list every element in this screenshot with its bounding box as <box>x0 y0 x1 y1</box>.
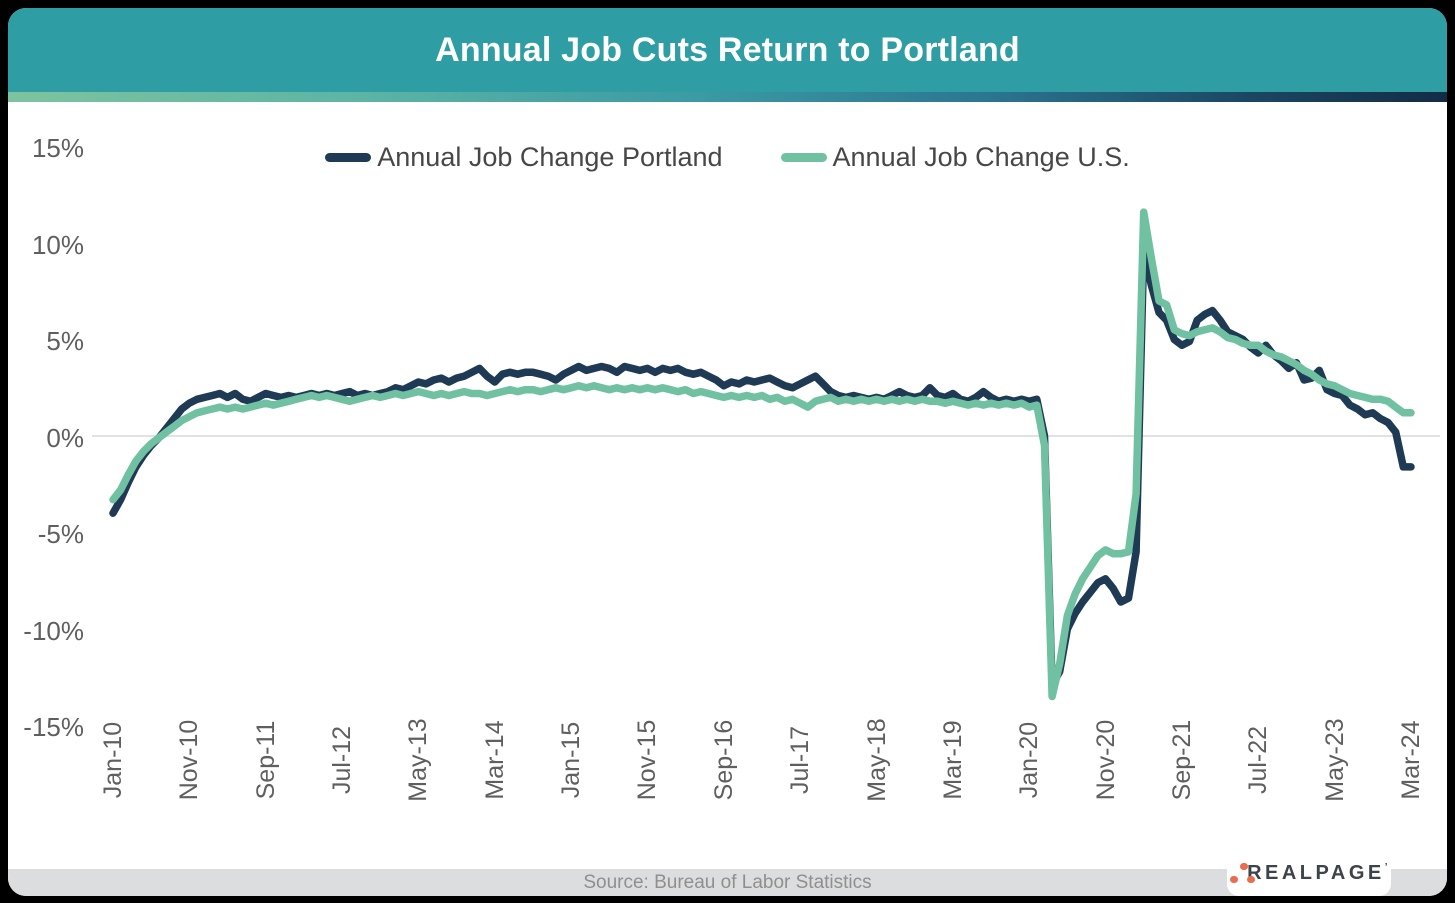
gradient-accent-strip <box>8 92 1447 102</box>
x-axis-tick: Nov-20 <box>1091 719 1120 801</box>
x-axis-tick: Nov-15 <box>633 719 662 801</box>
x-axis-tick: Sep-11 <box>251 720 280 800</box>
series-us-line <box>109 208 1415 701</box>
x-axis-tick: Mar-24 <box>1396 720 1425 800</box>
chart-legend: Annual Job Change Portland Annual Job Ch… <box>8 142 1447 173</box>
legend-item-portland: Annual Job Change Portland <box>325 142 723 173</box>
y-axis-tick: -10% <box>23 615 84 646</box>
title-bar: Annual Job Cuts Return to Portland <box>8 8 1447 92</box>
legend-swatch-us <box>780 153 827 162</box>
realpage-dots-icon <box>1227 860 1255 887</box>
x-axis-tick: Mar-19 <box>938 720 967 800</box>
x-axis-tick: Nov-10 <box>175 719 204 801</box>
source-bar: Source: Bureau of Labor Statistics <box>8 869 1447 896</box>
y-axis-tick: 5% <box>46 326 84 356</box>
x-axis-tick: Jan-20 <box>1015 721 1044 799</box>
x-axis-tick: Sep-21 <box>1167 719 1196 801</box>
x-axis-tick: Jan-10 <box>99 721 127 799</box>
x-axis-tick: Mar-14 <box>480 720 509 800</box>
chart-card: Annual Job Cuts Return to Portland Annua… <box>8 8 1447 896</box>
page-title: Annual Job Cuts Return to Portland <box>435 30 1020 69</box>
x-axis-tick: May-23 <box>1320 718 1349 802</box>
legend-label-portland: Annual Job Change Portland <box>377 142 723 172</box>
x-axis-tick: May-13 <box>404 718 433 802</box>
x-axis-tick: Sep-16 <box>709 719 738 801</box>
realpage-logo-text: REALPAGE’ <box>1247 861 1391 884</box>
y-axis-tick: 15% <box>31 133 84 163</box>
y-axis-tick: 0% <box>46 422 84 453</box>
x-axis-tick: Jan-15 <box>557 721 586 799</box>
legend-label-us: Annual Job Change U.S. <box>832 142 1130 172</box>
chart-area: Annual Job Change Portland Annual Job Ch… <box>8 102 1447 869</box>
legend-swatch-portland <box>325 153 372 162</box>
x-axis-tick: Jul-17 <box>786 725 815 795</box>
x-axis-tick: Jul-12 <box>328 725 357 795</box>
x-axis-tick: May-18 <box>862 718 891 802</box>
legend-item-us: Annual Job Change U.S. <box>780 142 1130 173</box>
y-axis-tick: -15% <box>23 712 84 742</box>
line-chart-plot <box>92 208 1440 701</box>
y-axis-tick: 10% <box>31 229 84 260</box>
x-axis-tick: Jul-22 <box>1244 725 1273 795</box>
y-axis-tick: -5% <box>37 519 84 549</box>
series-portland-line <box>109 246 1415 689</box>
source-text: Source: Bureau of Labor Statistics <box>583 871 872 893</box>
realpage-logo: REALPAGE’ <box>1227 850 1391 896</box>
